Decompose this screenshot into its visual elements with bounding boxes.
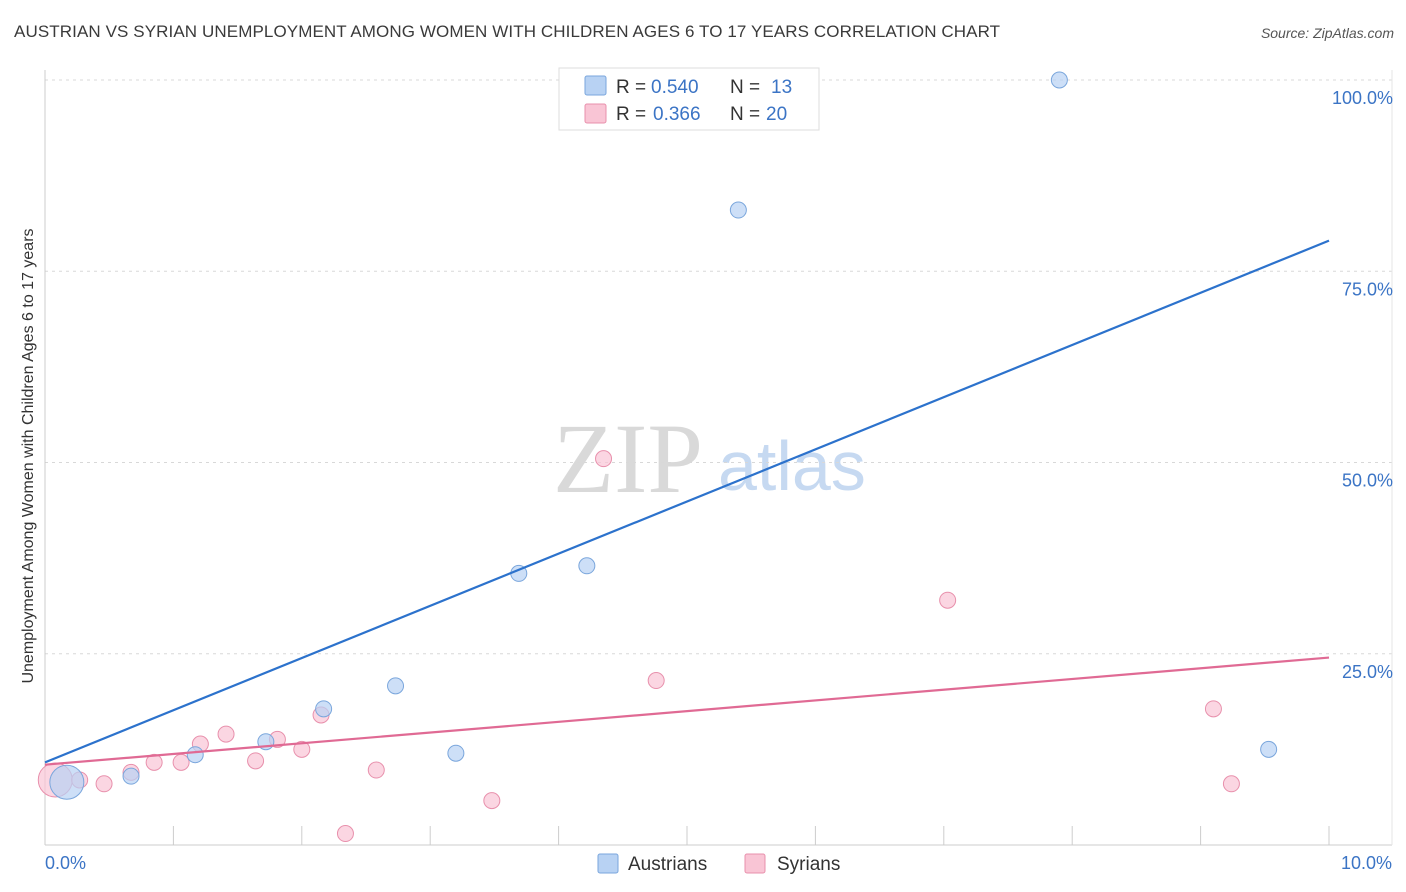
bottom-legend-swatch-syrians <box>744 853 766 874</box>
austrians-point-4 <box>315 700 333 718</box>
legend-swatch-syrians <box>584 103 607 124</box>
y-tick-label-75: 75.0% <box>1342 279 1393 299</box>
syrians-point-2 <box>95 775 113 793</box>
legend-r-value-austrians: 0.540 <box>651 77 699 98</box>
syrians-point-16 <box>647 672 665 690</box>
trend-lines <box>44 239 1330 766</box>
austrians-point-5 <box>387 677 405 695</box>
legend-r-label-syrians: R = <box>616 104 646 125</box>
y-tick-label-50: 50.0% <box>1342 471 1393 491</box>
y-axis-label: Unemployment Among Women with Children A… <box>20 228 37 683</box>
legend-n-label-austrians: N = <box>730 77 760 98</box>
correlation-legend: R = 0.540 N = 13 R = 0.366 N = 20 <box>558 67 820 131</box>
series-legend: Austrians Syrians <box>597 853 840 875</box>
austrians-point-1 <box>122 767 140 785</box>
watermark-zip: ZIP <box>553 403 703 514</box>
austrians-trend-line <box>44 239 1330 764</box>
syrians-point-17 <box>939 591 957 609</box>
syrians-point-5 <box>172 753 190 771</box>
bottom-legend-syrians: Syrians <box>777 854 840 875</box>
chart-title: AUSTRIAN VS SYRIAN UNEMPLOYMENT AMONG WO… <box>14 22 1001 41</box>
y-tick-label-25: 25.0% <box>1342 662 1393 682</box>
legend-swatch-austrians <box>584 75 607 96</box>
austrians-point-6 <box>447 744 465 762</box>
source-label: Source: ZipAtlas.com <box>1260 25 1394 41</box>
grid-lines <box>45 79 1392 655</box>
bottom-legend-austrians: Austrians <box>628 854 707 875</box>
y-tick-label-100: 100.0% <box>1332 88 1393 108</box>
austrians-point-11 <box>1050 71 1068 89</box>
syrians-point-4 <box>145 753 163 771</box>
legend-n-label-syrians: N = <box>730 104 760 125</box>
syrians-point-8 <box>247 752 265 770</box>
austrians-point-0 <box>49 764 85 800</box>
syrians-point-7 <box>217 725 235 743</box>
legend-r-value-syrians: 0.366 <box>653 104 701 125</box>
y-tick-labels: 25.0% 50.0% 75.0% 100.0% <box>1332 88 1393 682</box>
syrians-trend-line <box>44 656 1330 766</box>
austrians-point-8 <box>578 557 596 575</box>
x-tick-label-max: 10.0% <box>1341 853 1392 873</box>
syrians-point-14 <box>483 792 501 810</box>
austrians-point-2 <box>186 746 204 764</box>
legend-n-value-syrians: 20 <box>766 104 787 125</box>
x-tick-marks <box>172 826 1330 845</box>
legend-n-value-austrians: 13 <box>771 77 792 98</box>
syrians-point-13 <box>367 761 385 779</box>
syrians-point-18 <box>1204 700 1222 718</box>
syrians-point-12 <box>336 825 354 843</box>
data-points <box>37 67 1278 843</box>
syrians-point-15 <box>595 450 613 468</box>
syrians-point-19 <box>1222 775 1240 793</box>
x-tick-label-min: 0.0% <box>45 853 86 873</box>
austrians-point-10 <box>729 201 747 219</box>
bottom-legend-swatch-austrians <box>597 853 619 874</box>
syrians-point-10 <box>293 740 311 758</box>
legend-r-label-austrians: R = <box>616 77 646 98</box>
austrians-point-12 <box>1260 740 1278 758</box>
